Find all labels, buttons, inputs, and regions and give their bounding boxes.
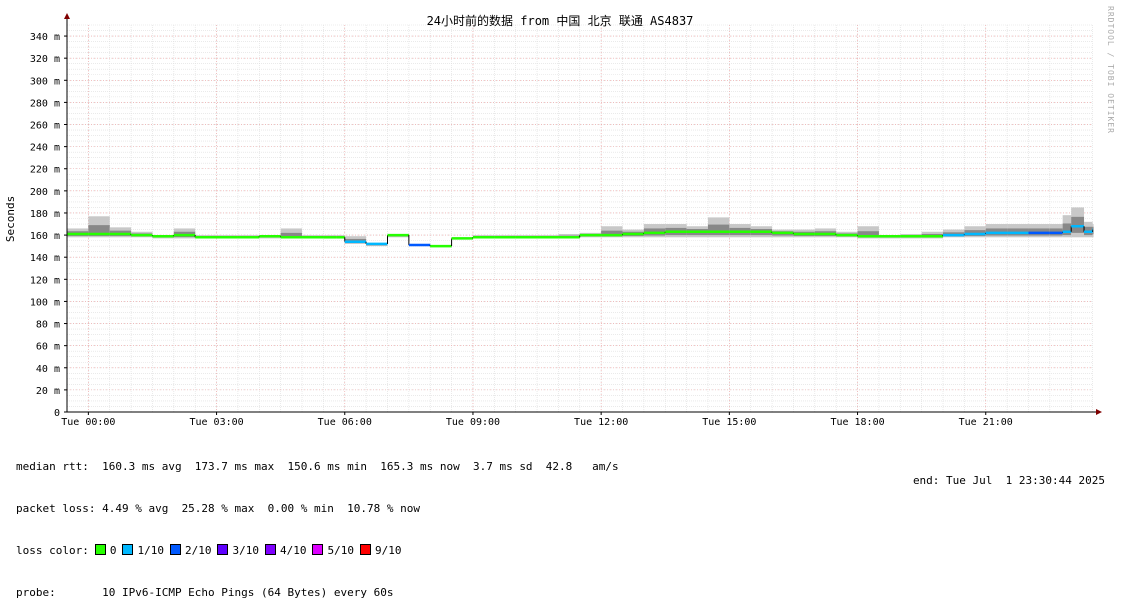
y-axis-arrow	[64, 13, 70, 19]
legend-probe: probe: 10 IPv6-ICMP Echo Pings (64 Bytes…	[16, 586, 394, 599]
x-tick-label: Tue 15:00	[702, 417, 756, 428]
smoke-inner	[857, 231, 879, 238]
y-tick-label: 80 m	[36, 320, 60, 331]
chart-axes: 0 20 m 40 m 60 m 80 m 100 m 120 m 140 m 160 m 180…	[30, 13, 1102, 428]
y-tick-label: 320 m	[30, 54, 60, 65]
smoke-inner	[707, 224, 730, 236]
median-line	[67, 224, 1094, 248]
y-tick-label: 160 m	[30, 231, 60, 242]
loss-color-swatch-label: 4/10	[279, 544, 307, 557]
loss-color-swatch	[312, 544, 324, 555]
y-tick-label: 100 m	[30, 297, 60, 308]
x-tick-label: Tue 06:00	[318, 417, 372, 428]
y-tick-label: 180 m	[30, 209, 60, 220]
legend-packet-loss: packet loss: 4.49 % avg 25.28 % max 0.00…	[16, 502, 420, 515]
loss-color-swatch-label: 0	[109, 544, 117, 557]
loss-color-swatch	[122, 544, 134, 555]
loss-color-swatch	[264, 544, 276, 555]
y-axis-label: Seconds	[4, 196, 17, 242]
smoke-band	[67, 207, 1094, 248]
y-tick-label: 120 m	[30, 275, 60, 286]
y-tick-label: 60 m	[36, 342, 60, 353]
loss-color-swatch	[94, 544, 106, 555]
legend-loss-colors: loss color: 0 1/10 2/10 3/10 4/10 5/10 9/10	[16, 544, 1116, 558]
smoke-inner	[88, 225, 110, 236]
legend: median rtt: 160.3 ms avg 173.7 ms max 15…	[16, 432, 1116, 614]
loss-color-swatch-label: 1/10	[137, 544, 164, 557]
y-tick-label: 220 m	[30, 165, 60, 176]
end-time: end: Tue Jul 1 23:30:44 2025	[912, 474, 1105, 487]
loss-color-swatch	[217, 544, 229, 555]
x-tick-label: Tue 18:00	[830, 417, 884, 428]
y-tick-label: 340 m	[30, 32, 60, 43]
watermark: RRDTOOL / TOBI OETIKER	[1106, 6, 1115, 134]
x-tick-label: Tue 12:00	[574, 417, 628, 428]
smoke-inner	[1062, 223, 1072, 236]
smoke-inner	[1071, 216, 1085, 233]
x-tick-label: Tue 00:00	[61, 417, 115, 428]
x-tick-label: Tue 21:00	[959, 417, 1013, 428]
x-axis-arrow	[1096, 409, 1102, 415]
loss-color-swatch-label: 3/10	[232, 544, 259, 557]
loss-color-label: loss color:	[16, 544, 89, 557]
y-tick-label: 20 m	[36, 386, 60, 397]
x-tick-label: Tue 09:00	[446, 417, 500, 428]
y-tick-label: 240 m	[30, 143, 60, 154]
loss-color-swatch	[359, 544, 371, 555]
legend-median-rtt: median rtt: 160.3 ms avg 173.7 ms max 15…	[16, 460, 619, 473]
x-tick-label: Tue 03:00	[189, 417, 243, 428]
smoke-inner	[601, 230, 623, 237]
chart-grid	[66, 24, 1093, 413]
y-tick-label: 260 m	[30, 121, 60, 132]
y-tick-label: 140 m	[30, 253, 60, 264]
y-tick-label: 40 m	[36, 364, 60, 375]
chart-area: 0 20 m 40 m 60 m 80 m 100 m 120 m 140 m 160 m 180…	[4, 13, 1102, 428]
chart-title: 24小时前的数据 from 中国 北京 联通 AS4837	[427, 13, 694, 28]
loss-color-swatch-label: 2/10	[184, 544, 212, 557]
y-tick-label: 0	[54, 408, 60, 419]
y-tick-label: 300 m	[30, 76, 60, 87]
loss-color-swatch-label: 5/10	[327, 544, 354, 557]
loss-color-swatch	[169, 544, 181, 555]
smoke-inner	[280, 232, 303, 238]
y-tick-label: 200 m	[30, 187, 60, 198]
y-tick-label: 280 m	[30, 98, 60, 109]
loss-color-swatch-label: 9/10	[374, 544, 402, 557]
